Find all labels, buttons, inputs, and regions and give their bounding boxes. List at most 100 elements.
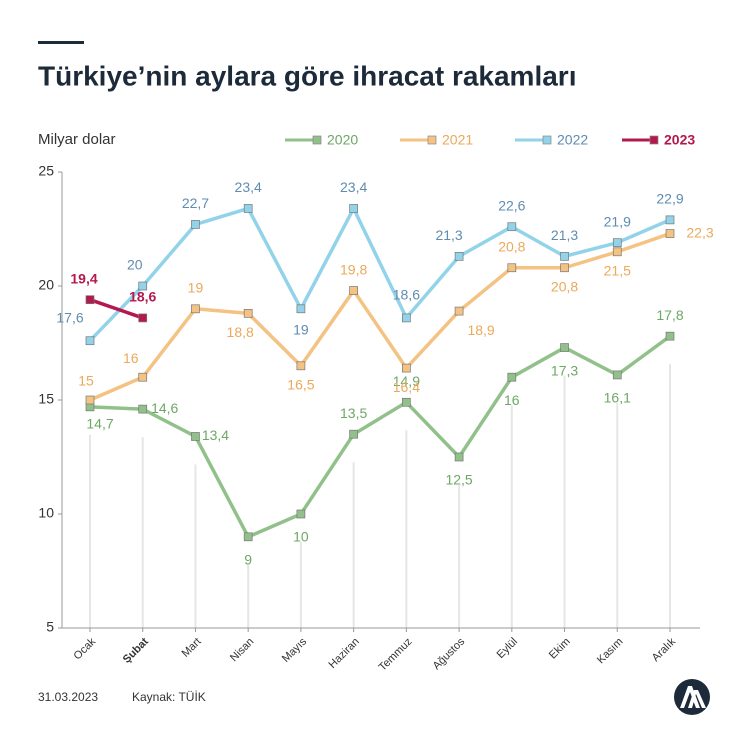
source: Kaynak: TÜİK [132,690,206,704]
value-label: 22,6 [498,197,525,213]
value-label: 21,5 [604,263,631,279]
y-tick-label: 25 [38,163,54,179]
point [612,247,622,257]
point [665,229,675,238]
value-label: 16,1 [604,390,631,406]
point [665,215,675,225]
value-label: 20,8 [498,238,525,254]
value-label: 20,8 [551,278,578,294]
value-label: 17,8 [656,307,683,323]
value-label: 18,6 [129,289,156,305]
x-tick-label: Mart [180,636,204,660]
value-label: 17,3 [551,362,578,378]
point [138,372,148,382]
x-tick-label: Şubat [121,635,151,665]
point [191,432,200,441]
value-label: 22,9 [656,191,683,207]
x-tick-label: Ocak [72,635,99,662]
point [296,304,306,314]
value-label: 19,8 [340,261,367,277]
point [454,306,464,316]
point [349,429,358,439]
point [138,404,148,414]
y-tick-label: 10 [38,505,54,521]
series-line [88,206,671,342]
point [191,304,200,314]
legend-marker [649,135,659,145]
value-label: 16 [504,392,520,408]
value-label: 14,9 [393,373,420,389]
value-label: 13,4 [202,427,229,443]
value-label: 10 [293,529,309,545]
value-label: 18,9 [467,322,494,338]
series-line [89,298,144,320]
point [507,372,517,382]
date: 31.03.2023 [38,690,98,704]
legend-marker [542,135,552,145]
point [402,397,411,407]
point [138,313,148,323]
point [85,336,95,346]
legend-marker [312,135,322,145]
point [402,363,411,373]
chart-title: Türkiye’nin aylara göre ihracat rakamlar… [38,60,576,91]
point [560,343,569,352]
y-tick-label: 5 [46,619,54,635]
x-tick-label: Nisan [228,636,256,664]
x-tick-label: Temmuz [377,636,415,674]
point [349,204,358,213]
point [454,252,464,261]
title-bar [38,41,84,44]
value-label: 19,4 [70,270,97,286]
x-tick-label: Ağustos [431,635,468,672]
x-tick-label: Mayıs [280,635,310,665]
legend-marker [427,135,437,145]
value-label: 21,9 [604,213,631,229]
x-tick-label: Aralık [650,635,679,664]
point [560,252,569,261]
point [612,238,622,248]
point [665,331,675,341]
value-label: 18,6 [393,287,420,303]
value-label: 14,7 [86,416,113,432]
point [138,281,148,291]
value-label: 16,5 [287,377,314,393]
point [85,295,95,305]
value-label: 21,3 [551,227,578,243]
legend-label: 2022 [557,132,588,148]
value-label: 22,7 [182,195,209,211]
point [243,309,253,318]
point [507,222,517,232]
y-axis-label: Milyar dolar [38,131,116,148]
point [243,532,253,542]
point [191,220,200,229]
series-line [89,334,672,539]
value-label: 16,4 [393,379,420,395]
y-tick-label: 15 [38,391,54,407]
value-label: 15 [78,373,94,389]
logo [674,679,710,715]
point [402,313,411,323]
point [296,509,306,519]
value-label: 20 [127,257,143,273]
value-label: 9 [244,552,252,568]
value-label: 19 [188,280,204,296]
legend-label: 2021 [442,132,473,148]
value-label: 12,5 [445,472,472,488]
value-label: 16 [123,350,139,366]
value-label: 19 [293,322,309,338]
legend-label: 2023 [664,132,695,148]
series-line [89,231,671,402]
value-label: 23,4 [235,179,262,195]
value-label: 17,6 [56,309,83,325]
value-label: 22,3 [686,224,713,240]
point [296,361,306,371]
logo-mark [680,686,706,708]
value-label: 18,8 [227,324,254,340]
value-label: 23,4 [340,179,367,195]
point [243,204,253,213]
x-tick-label: Haziran [327,636,362,671]
point [85,395,95,405]
value-label: 13,5 [340,405,367,421]
